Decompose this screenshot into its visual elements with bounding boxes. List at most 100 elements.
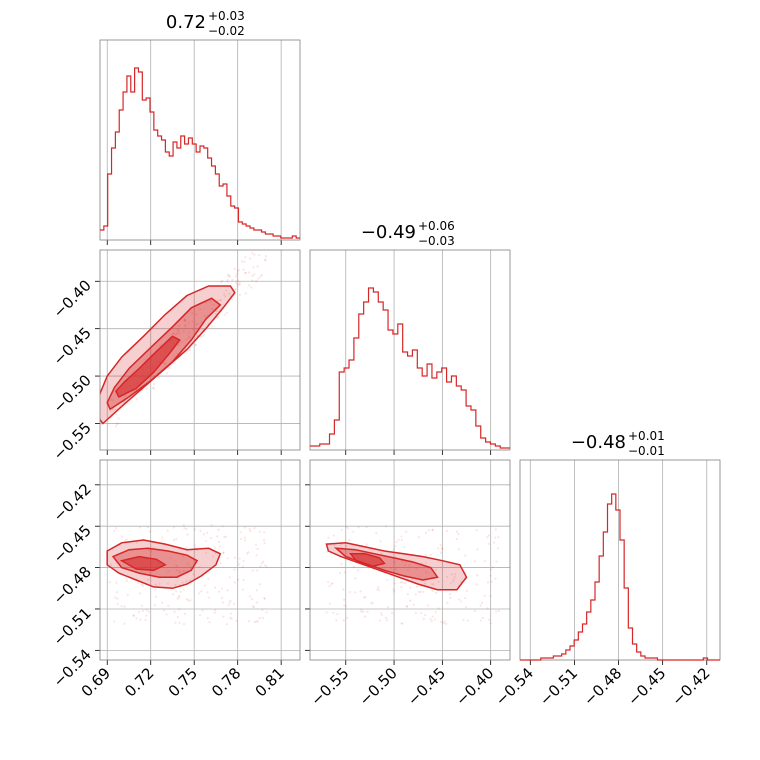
contour-0-2-sample-point: [140, 583, 143, 586]
contour-0-1-sample-point: [224, 295, 227, 298]
contour-0-1-sample-point: [152, 386, 155, 390]
contour-0-1-sample-point: [251, 252, 254, 255]
contour-1-2-sample-point: [370, 601, 373, 604]
contour-0-1-sample-point: [163, 362, 166, 366]
contour-1-2-xtick-label: −0.40: [452, 664, 497, 709]
contour-1-2-sample-point: [327, 536, 330, 539]
contour-0-1-level-1-line: [106, 297, 222, 411]
contour-0-2-sample-point: [206, 531, 209, 534]
contour-1-2-sample-point: [362, 610, 365, 613]
contour-0-2-sample-point: [261, 616, 265, 619]
contour-0-2-sample-point: [139, 526, 142, 529]
contour-0-2-sample-point: [186, 533, 189, 536]
contour-0-1-sample-point: [231, 278, 234, 282]
contour-0-1-sample-point: [196, 322, 199, 325]
contour-1-2-sample-point: [422, 590, 425, 593]
contour-0-1-sample-point: [264, 259, 267, 262]
contour-0-2-sample-point: [221, 525, 224, 528]
contour-0-1-sample-point: [257, 277, 260, 280]
contour-0-2-sample-point: [243, 536, 246, 539]
contour-1-2-sample-point: [455, 537, 458, 541]
contour-0-2-sample-point: [174, 564, 178, 567]
contour-0-2-sample-point: [121, 535, 124, 538]
contour-0-2-sample-point: [137, 610, 140, 614]
contour-0-1-sample-point: [216, 299, 220, 302]
hist-2-title-minus: −0.01: [628, 444, 665, 458]
contour-0-1-sample-point: [196, 334, 199, 337]
contour-1-2-sample-point: [424, 531, 428, 534]
contour-0-2-sample-point: [185, 527, 188, 530]
contour-1-2-sample-point: [354, 577, 357, 580]
contour-0-1-sample-point: [235, 275, 238, 278]
contour-0-2-sample-point: [154, 583, 157, 586]
contour-0-2-sample-point: [259, 565, 262, 568]
contour-0-2-sample-point: [239, 531, 242, 534]
contour-0-2-sample-point: [202, 533, 206, 536]
contour-0-1-sample-point: [194, 323, 197, 326]
contour-0-2-sample-point: [252, 606, 255, 609]
contour-1-2-sample-point: [403, 582, 407, 585]
contour-0-1-sample-point: [235, 282, 238, 285]
contour-0-2-sample-point: [176, 615, 179, 619]
contour-0-1-sample-point: [184, 323, 187, 327]
contour-1-2-sample-point: [375, 532, 378, 535]
contour-1-2-sample-point: [414, 611, 417, 615]
contour-0-1-sample-point: [178, 332, 181, 335]
contour-0-2-ytick-label: −0.48: [50, 563, 95, 608]
contour-0-1-sample-point: [115, 422, 118, 426]
contour-0-1-sample-point: [115, 413, 118, 416]
contour-0-2-sample-point: [178, 594, 181, 598]
contour-1-2-sample-point: [424, 554, 428, 557]
contour-0-1-sample-point: [187, 336, 190, 339]
contour-1-2-sample-point: [400, 622, 403, 625]
contour-0-1-sample-point: [234, 288, 237, 292]
contour-0-2-sample-point: [265, 611, 268, 614]
contour-0-2-sample-point: [166, 529, 169, 532]
contour-1-2-sample-point: [346, 616, 349, 619]
contour-1-2-sample-point: [439, 544, 442, 547]
contour-0-2-sample-point: [178, 621, 181, 624]
contour-1-2-sample-point: [437, 580, 440, 583]
contour-1-2-sample-point: [378, 589, 381, 592]
contour-0-1-sample-point: [168, 366, 171, 370]
contour-1-2-sample-point: [460, 600, 463, 603]
contour-0-1-sample-point: [195, 313, 198, 316]
contour-0-2-sample-point: [114, 596, 117, 599]
contour-0-2-sample-point: [182, 569, 185, 573]
contour-0-2-sample-point: [174, 583, 177, 587]
contour-0-2-sample-point: [263, 597, 266, 600]
contour-1-2-sample-point: [401, 560, 404, 563]
contour-0-2-sample-point: [251, 569, 254, 572]
contour-1-2-sample-point: [496, 547, 500, 550]
contour-0-1-sample-point: [123, 395, 126, 398]
hist-1-frame: [309, 249, 511, 451]
contour-0-2-sample-point: [211, 555, 215, 558]
contour-0-2-xtick-label: 0.75: [165, 664, 201, 700]
contour-0-2-sample-point: [178, 608, 181, 611]
contour-0-1-sample-point: [111, 399, 115, 402]
contour-1-2-sample-point: [401, 622, 404, 625]
contour-0-1-sample-point: [226, 278, 229, 282]
hist-2-title-median: −0.48: [571, 432, 626, 453]
contour-1-2-sample-point: [336, 612, 339, 616]
contour-0-2-sample-point: [200, 590, 203, 593]
contour-1-2-sample-point: [497, 536, 500, 539]
contour-1-2-sample-point: [342, 588, 345, 591]
contour-0-1-sample-point: [176, 343, 180, 347]
contour-1-2-sample-point: [446, 575, 449, 578]
contour-1-2-sample-point: [417, 590, 421, 594]
contour-0-1-sample-point: [227, 274, 231, 277]
contour-0-2-level-1-line: [111, 547, 199, 578]
contour-1-2-sample-point: [405, 530, 408, 533]
contour-0-1-sample-point: [253, 273, 256, 276]
contour-0-2-body: [106, 523, 268, 626]
hist-2-xtick-label: −0.45: [624, 664, 669, 709]
contour-1-2-sample-point: [449, 582, 453, 585]
contour-0-1-sample-point: [244, 255, 247, 259]
contour-0-2-sample-point: [123, 622, 126, 625]
contour-0-1-sample-point: [235, 280, 238, 283]
contour-0-2-xtick-label: 0.78: [208, 664, 244, 700]
contour-0-2-sample-point: [176, 597, 179, 600]
contour-0-2-sample-point: [238, 563, 241, 566]
contour-0-2-sample-point: [207, 577, 210, 581]
